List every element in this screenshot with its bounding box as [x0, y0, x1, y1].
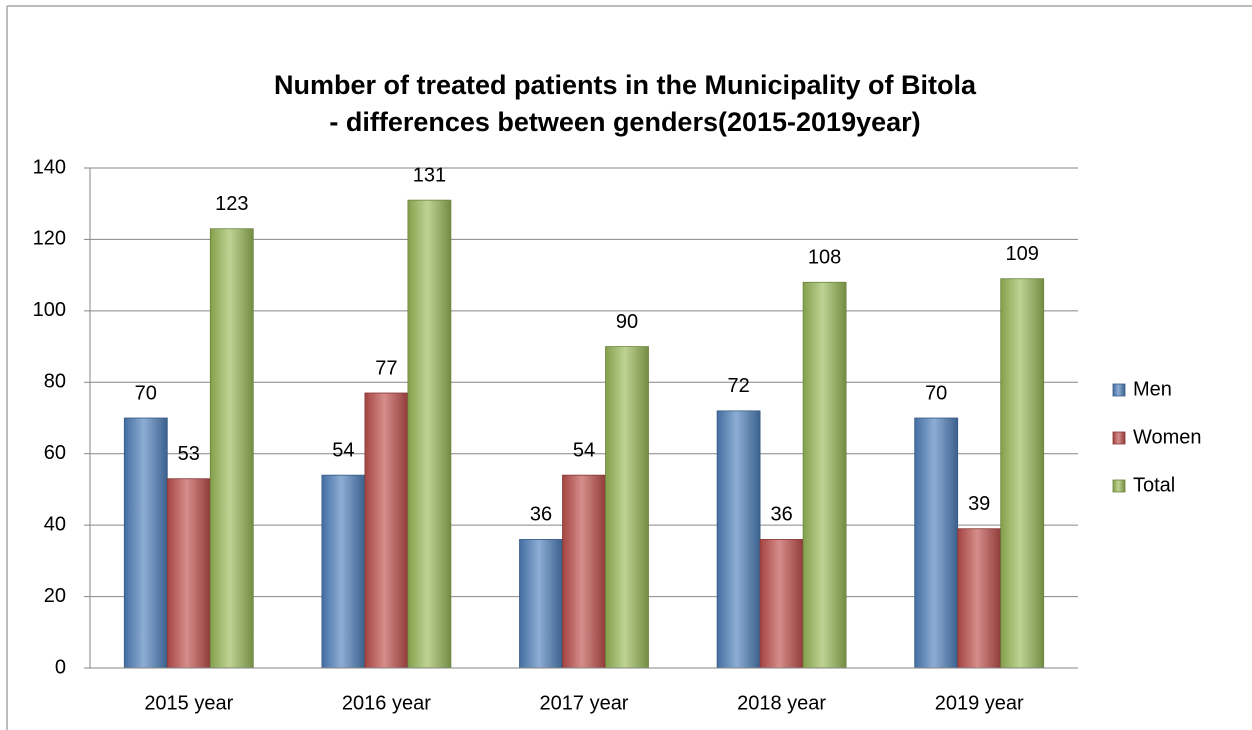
data-label: 39	[968, 493, 990, 515]
bar	[364, 392, 409, 669]
bar	[166, 478, 211, 669]
y-tick-label: 140	[33, 156, 66, 178]
x-tick-label: 2015 year	[144, 692, 233, 714]
y-tick-label: 20	[44, 585, 66, 607]
data-label: 70	[925, 382, 947, 404]
chart-title: Number of treated patients in the Munici…	[274, 70, 977, 100]
bar	[605, 346, 649, 669]
data-label: 54	[332, 439, 354, 461]
data-label: 123	[215, 193, 248, 215]
data-label: 36	[770, 504, 792, 526]
x-tick-label: 2016 year	[342, 692, 431, 714]
legend-label: Total	[1133, 474, 1175, 496]
legend-marker	[1112, 479, 1126, 493]
bar	[716, 410, 761, 669]
data-label: 53	[178, 443, 200, 465]
data-label: 72	[727, 375, 749, 397]
bar	[123, 417, 168, 669]
y-tick-label: 80	[44, 371, 66, 393]
y-tick-label: 60	[44, 442, 66, 464]
bar	[1000, 278, 1045, 669]
legend-label: Women	[1133, 426, 1202, 448]
y-tick-label: 40	[44, 513, 66, 535]
bar	[562, 474, 606, 669]
bar	[519, 539, 563, 669]
bar	[407, 199, 452, 669]
chart-title: - differences between genders(2015-2019y…	[329, 107, 920, 137]
data-label: 131	[413, 164, 446, 186]
legend-label: Men	[1133, 378, 1172, 400]
x-tick-label: 2018 year	[737, 692, 826, 714]
data-label: 36	[530, 504, 552, 526]
bar	[914, 417, 959, 669]
bar	[209, 228, 254, 669]
y-tick-label: 120	[33, 228, 66, 250]
data-label: 109	[1006, 243, 1039, 265]
data-label: 54	[573, 439, 595, 461]
bar	[321, 474, 366, 669]
y-tick-label: 0	[55, 656, 66, 678]
data-label: 90	[616, 311, 638, 333]
data-label: 77	[375, 357, 397, 379]
bar	[759, 539, 804, 669]
legend-marker	[1112, 383, 1126, 397]
data-label: 108	[808, 247, 841, 269]
y-tick-label: 100	[33, 299, 66, 321]
legend-marker	[1112, 431, 1126, 445]
data-label: 70	[135, 382, 157, 404]
bar	[802, 281, 847, 669]
x-tick-label: 2017 year	[540, 692, 629, 714]
bar	[957, 528, 1002, 669]
x-tick-label: 2019 year	[935, 692, 1024, 714]
